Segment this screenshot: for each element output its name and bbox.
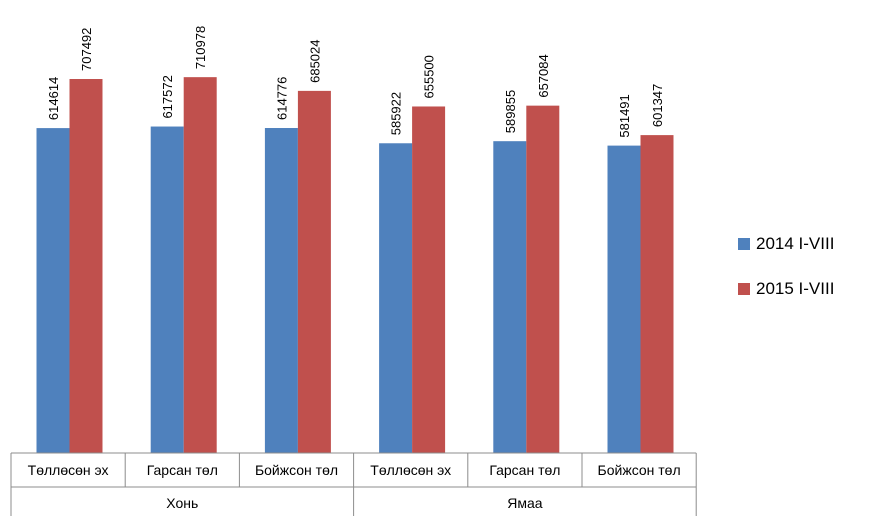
legend: 2014 I-VIII 2015 I-VIII [738, 232, 834, 322]
category-label-4: Гарсан төл [489, 462, 560, 478]
category-label-0: Төллөсөн эх [28, 462, 109, 478]
category-label-5: Бойжсон төл [598, 462, 681, 478]
bar-2014-5 [607, 145, 641, 453]
legend-swatch-2015 [738, 283, 750, 295]
category-axis: Төллөсөн эх Гарсан төл Бойжсон төл Төллөсөн… [10, 452, 697, 516]
data-label-2014-4: 589855 [503, 90, 518, 133]
data-label-2015-2: 685024 [307, 39, 322, 82]
bar-2014-1 [150, 126, 184, 454]
bar-2015-0 [69, 79, 103, 453]
data-label-2015-1: 710978 [193, 26, 208, 69]
bar-2015-3 [412, 106, 446, 453]
bars-layer [36, 77, 674, 454]
data-labels-layer: 614614 707492 617572 710978 614776 685024 5859… [46, 26, 665, 138]
bar-2014-2 [264, 128, 298, 453]
category-label-3: Төллөсөн эх [370, 462, 451, 478]
data-label-2014-2: 614776 [274, 77, 289, 120]
bar-2014-4 [493, 141, 527, 453]
bar-2015-2 [297, 90, 331, 454]
legend-label-2015: 2015 I-VIII [756, 279, 835, 298]
group-label-1: Ямаа [507, 495, 543, 511]
legend-item-2015: 2015 I-VIII [738, 277, 834, 301]
data-label-2014-5: 581491 [617, 94, 632, 137]
category-label-2: Бойжсон төл [255, 462, 338, 478]
data-label-2015-4: 657084 [536, 54, 551, 97]
data-label-2015-0: 707492 [79, 28, 94, 71]
data-label-2015-3: 655500 [422, 55, 437, 98]
legend-label-2014: 2014 I-VIII [756, 234, 835, 253]
data-label-2014-0: 614614 [46, 77, 61, 120]
legend-swatch-2014 [738, 238, 750, 250]
group-label-0: Хонь [166, 495, 198, 511]
data-label-2015-5: 601347 [650, 84, 665, 127]
legend-item-2014: 2014 I-VIII [738, 232, 834, 256]
bar-2015-1 [183, 77, 217, 454]
data-label-2014-1: 617572 [160, 75, 175, 118]
bar-2015-4 [526, 105, 560, 454]
bar-2015-5 [640, 135, 674, 453]
bar-2014-3 [379, 143, 413, 453]
category-label-1: Гарсан төл [147, 462, 218, 478]
bar-2014-0 [36, 128, 70, 453]
data-label-2014-3: 585922 [389, 92, 404, 135]
